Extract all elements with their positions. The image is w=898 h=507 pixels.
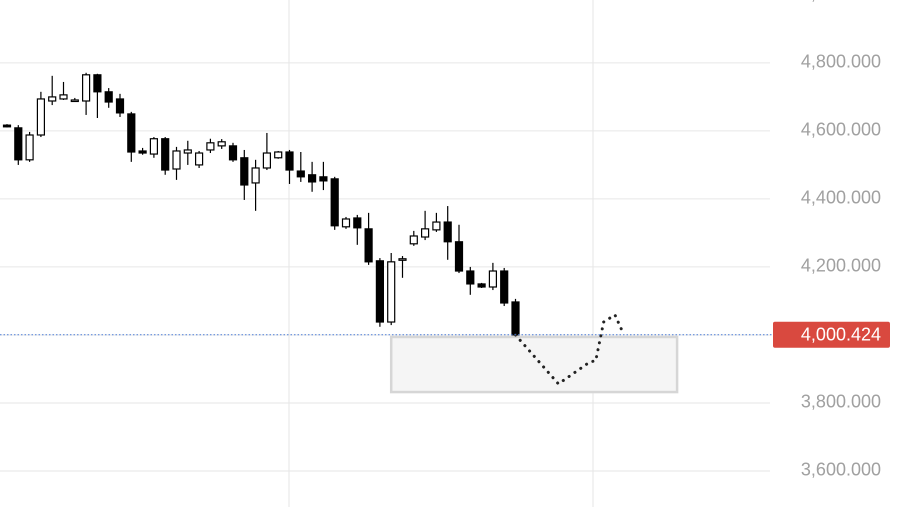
candle-body — [36, 98, 46, 136]
candle-body — [59, 94, 68, 100]
last-price-badge — [773, 321, 890, 348]
candle-body — [183, 149, 192, 154]
candle-body — [48, 96, 57, 102]
candle-body — [285, 151, 294, 171]
candle-body — [81, 74, 91, 102]
candle-body — [500, 270, 509, 304]
candle-body — [195, 152, 204, 166]
candle-body — [149, 138, 158, 155]
y-tick-label: 3,800.000 — [801, 392, 881, 412]
candle-body — [172, 150, 181, 170]
candle-body — [14, 127, 23, 161]
candle-body — [25, 134, 34, 161]
candle-body — [296, 170, 305, 178]
y-tick-label: 4,600.000 — [801, 120, 881, 140]
y-tick-label: 3,600.000 — [801, 460, 881, 480]
candle-body — [454, 241, 464, 272]
candle-body — [443, 221, 452, 243]
candle-body — [115, 98, 125, 114]
candle-body — [206, 142, 215, 151]
candle-body — [240, 157, 249, 186]
candle-body — [375, 260, 384, 323]
zone-box — [389, 335, 679, 394]
candle-body — [432, 221, 441, 231]
candle-body — [104, 91, 113, 103]
candle-body — [398, 258, 407, 261]
candle-body — [341, 218, 351, 228]
candle-body — [319, 176, 328, 182]
candle-body — [127, 113, 136, 153]
y-tick-label: 5,000.000 — [801, 0, 881, 4]
candle-body — [511, 301, 520, 336]
candle-body — [353, 217, 362, 229]
candle-body — [308, 174, 317, 183]
candle-body — [421, 228, 430, 238]
candle-body — [138, 150, 147, 154]
candle-body — [93, 74, 102, 93]
candle-body — [70, 99, 79, 103]
candle-body — [217, 141, 226, 147]
candle-body — [251, 167, 260, 184]
last-price-label: 4,000.424 — [801, 325, 881, 345]
candle-body — [228, 145, 238, 161]
candle-body — [274, 151, 283, 159]
candle-body — [161, 138, 170, 171]
candle-body — [488, 270, 497, 288]
candle-body — [477, 283, 486, 288]
candle-body — [466, 270, 475, 285]
candle-body — [387, 261, 396, 323]
y-tick-label: 4,200.000 — [801, 256, 881, 276]
candle-body — [2, 124, 12, 128]
projection-line — [514, 312, 626, 386]
candle-body — [364, 228, 373, 263]
y-tick-label: 4,400.000 — [801, 188, 881, 208]
candle-body — [330, 178, 339, 227]
candle-body — [262, 152, 271, 169]
y-tick-label: 4,800.000 — [801, 52, 881, 72]
candle-body — [409, 235, 418, 245]
